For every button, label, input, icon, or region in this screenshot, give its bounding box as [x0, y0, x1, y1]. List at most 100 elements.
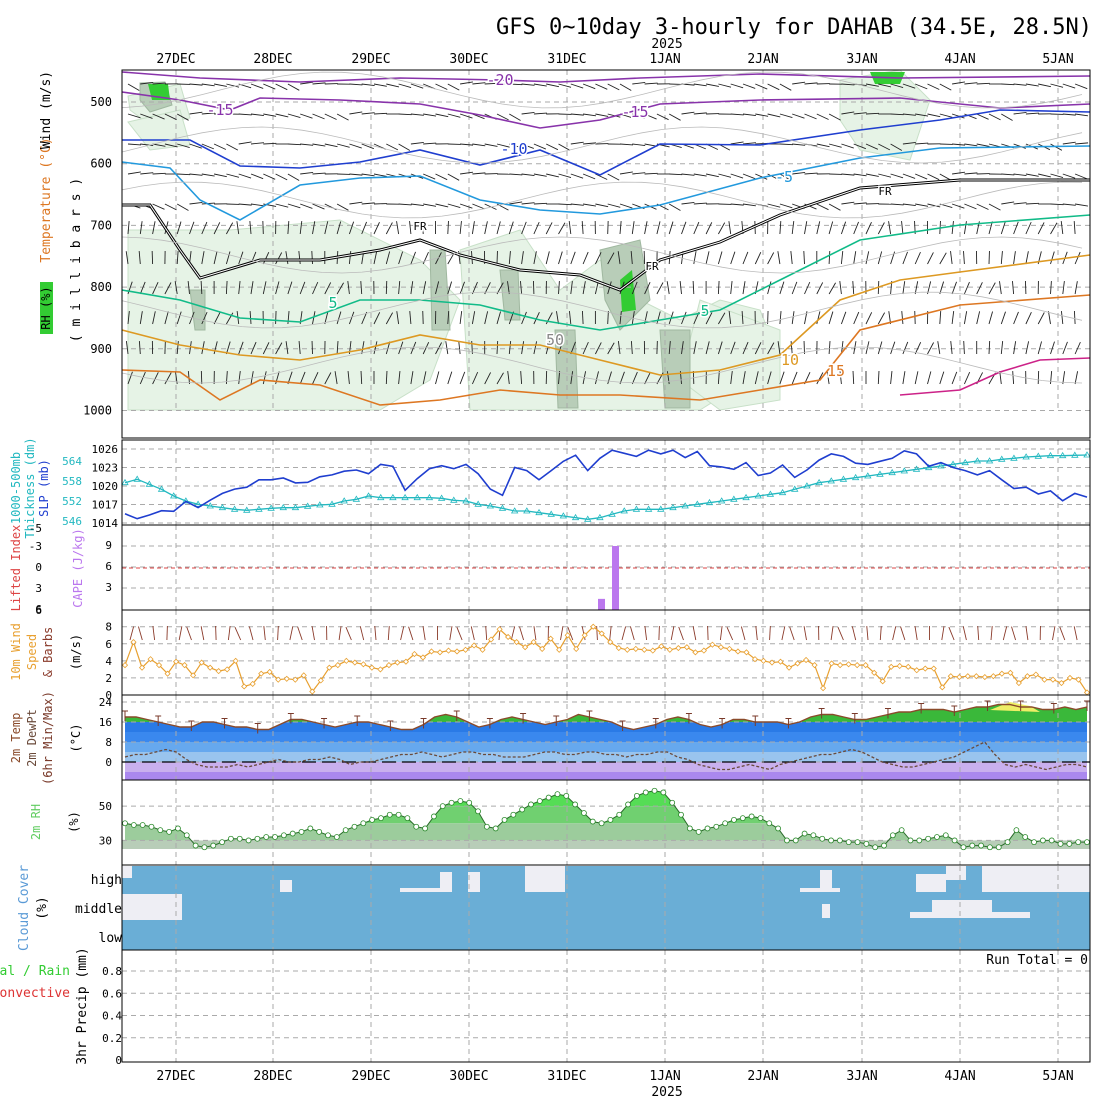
thickness-point: [681, 502, 689, 509]
wind-barb: [349, 143, 362, 149]
wind-barb: [681, 341, 684, 355]
pressure-tick-label: 800: [90, 280, 112, 294]
top-date-29DEC: 29DEC: [351, 52, 390, 67]
wind10-point: [351, 659, 358, 666]
thickness-point: [924, 463, 933, 471]
pressure-tick-label: 700: [90, 218, 112, 232]
thickness-point: [352, 495, 361, 502]
wind-barb: [312, 113, 325, 120]
wind-barb: [1037, 222, 1045, 235]
wind10-barb: [248, 626, 254, 641]
wind10-point: [138, 664, 146, 671]
wind-barb: [742, 371, 746, 385]
temp-warm-patch: [990, 702, 1040, 712]
wind-barb: [826, 371, 830, 385]
wind-barb: [138, 341, 141, 355]
rh-legend-swatch: [40, 282, 53, 334]
wind-barb: [951, 311, 955, 325]
wind-barb: [902, 113, 916, 116]
slp-panel-frame: [121, 439, 1091, 526]
wind-barb: [312, 172, 326, 175]
wind-barb: [324, 113, 337, 120]
wind-barb: [828, 341, 831, 355]
rh2m-point: [545, 794, 552, 801]
wind10-point: [973, 673, 980, 680]
freezing-level-inner: [122, 179, 1090, 291]
thickness-point: [547, 510, 555, 517]
wind10-axis-label-2: Speed: [25, 634, 39, 670]
wind-barb: [951, 221, 954, 235]
rh-axis-label: RH (%): [39, 286, 53, 329]
wind-barb: [939, 252, 947, 265]
thickness-point: [717, 497, 726, 504]
wind10-point: [939, 684, 946, 691]
rh-shade-dark: [429, 249, 451, 331]
wind10-barb: [866, 626, 869, 641]
wind-barb: [718, 222, 726, 235]
rh2m-point: [316, 828, 323, 835]
thickness-point: [413, 493, 421, 501]
wind10-point: [1075, 676, 1082, 683]
wind-barb: [361, 112, 375, 115]
wind-barb: [792, 81, 806, 85]
wind-barb: [718, 83, 732, 88]
contour-label: FR: [645, 260, 659, 273]
thickness-point: [291, 503, 300, 511]
top-date-1JAN: 1JAN: [649, 52, 680, 67]
wind-barb: [988, 340, 991, 355]
wind-barb: [952, 81, 966, 85]
wind-barb: [927, 113, 941, 118]
thickness-point: [182, 497, 190, 504]
wind-barb: [140, 81, 154, 85]
wind10-barb: [449, 626, 453, 641]
wind-barb: [422, 342, 430, 355]
wind10-point: [768, 659, 776, 666]
wind-barb: [558, 143, 571, 151]
wind-barb: [238, 173, 252, 179]
wind10-point: [692, 649, 699, 656]
wind-barb: [520, 281, 523, 295]
thickness-point: [498, 504, 507, 511]
wind-barb: [1013, 251, 1016, 265]
wind-barb: [693, 83, 707, 87]
chart-title: GFS 0~10day 3-hourly for DAHAB (34.5E, 2…: [496, 15, 1092, 40]
rh2m-point: [1004, 839, 1011, 846]
wind-barb: [939, 173, 952, 181]
rh2m-point: [695, 828, 702, 835]
wind-barb: [937, 341, 941, 355]
rh2m-point: [554, 791, 561, 798]
wind-barb: [754, 252, 762, 265]
wind-barb: [152, 372, 159, 385]
wind-barb: [594, 342, 602, 355]
wind-barb: [509, 173, 523, 176]
rh2m-point: [201, 844, 208, 851]
wind10-point: [607, 639, 614, 646]
wind-barb: [127, 171, 141, 175]
cloud-gap: [440, 872, 452, 892]
wind-barb: [742, 251, 749, 265]
slp-tick-label: 1026: [92, 443, 119, 456]
wind-barb: [422, 251, 429, 265]
temp2m-tick: 24: [99, 696, 113, 709]
wind-barb: [1060, 221, 1064, 235]
rh2m-point: [236, 835, 243, 842]
wind10-point: [624, 646, 631, 653]
wind-barb: [533, 173, 547, 177]
rh2m-point: [713, 823, 720, 830]
contour-label: 5: [328, 294, 337, 312]
wind-barb: [730, 141, 744, 145]
wind-barb: [852, 370, 855, 385]
thickness-point: [803, 482, 811, 489]
thickness-point: [559, 512, 568, 519]
wind10-barb: [740, 626, 746, 641]
wind10-point: [675, 644, 682, 652]
rh2m-point: [722, 820, 729, 827]
wind-barb: [730, 341, 736, 355]
wind-barb: [336, 311, 342, 325]
wind-barb: [607, 83, 620, 91]
top-year-label: 2025: [651, 37, 682, 52]
wind-barb: [927, 173, 940, 181]
wind-barb: [521, 111, 535, 115]
wind10-barb: [1059, 626, 1066, 641]
wind-barb: [127, 143, 141, 146]
